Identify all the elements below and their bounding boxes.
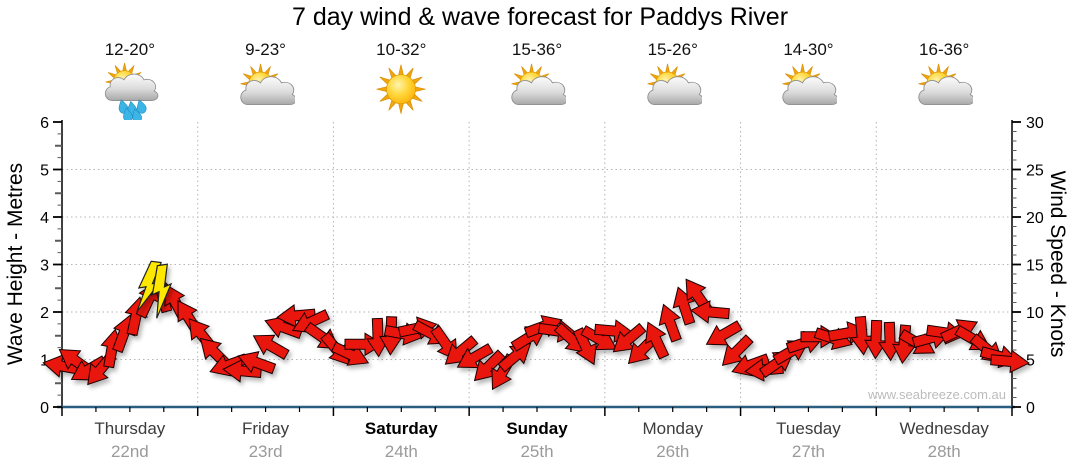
- day-label-monday: Monday 26th: [605, 420, 741, 462]
- wind-arrow-series: [42, 273, 1030, 391]
- wind-arrow: [237, 351, 277, 375]
- temp-range: 15-26°: [647, 40, 698, 59]
- wind-arrow: [252, 334, 290, 360]
- day-label-saturday: Saturday 24th: [333, 420, 469, 462]
- svg-text:25: 25: [1026, 163, 1044, 180]
- day-label-wednesday: Wednesday 28th: [876, 420, 1012, 462]
- day-forecast-friday: 9-23°: [198, 40, 334, 120]
- partly-cloudy-icon: [239, 63, 295, 106]
- day-name: Saturday: [364, 419, 438, 438]
- showers-icon: [104, 62, 159, 120]
- day-name: Tuesday: [776, 419, 841, 438]
- day-label-friday: Friday 23rd: [198, 420, 334, 462]
- day-forecast-wednesday: 16-36°: [876, 40, 1012, 120]
- day-date: 24th: [384, 442, 418, 461]
- svg-text:3: 3: [40, 258, 49, 275]
- svg-text:0: 0: [1026, 400, 1035, 417]
- svg-text:4: 4: [40, 210, 49, 227]
- chart-title: 7 day wind & wave forecast for Paddys Ri…: [291, 3, 789, 31]
- temp-range: 9-23°: [245, 40, 286, 59]
- right-axis-title: Wind Speed - Knots: [1046, 170, 1069, 358]
- day-date: 23rd: [248, 442, 283, 461]
- day-date: 25th: [520, 442, 554, 461]
- lightning-annotations: [136, 260, 173, 319]
- lightning-bolt-icon: [151, 263, 173, 319]
- wind-arrow: [276, 303, 316, 328]
- partly-cloudy-icon: [647, 63, 702, 106]
- day-forecast-monday: 15-26°: [605, 40, 741, 120]
- day-forecast-sunday: 15-36°: [469, 40, 605, 120]
- gridlines: [62, 122, 1012, 407]
- svg-text:10: 10: [1026, 305, 1044, 322]
- svg-text:30: 30: [1026, 115, 1044, 132]
- day-forecast-thursday: 12-20°: [62, 40, 198, 120]
- partly-cloudy-icon: [782, 63, 838, 106]
- temp-range: 12-20°: [104, 40, 155, 59]
- day-headers: 12-20° 9-23° 10-32° 15-36° 15-26° 14-30° 16-36…: [62, 40, 1012, 120]
- day-name: Friday: [241, 419, 290, 438]
- day-footers: Thursday 22nd Friday 23rd Saturday 24th Sunday…: [62, 420, 1012, 462]
- wind-arrow: [690, 300, 730, 324]
- partly-cloudy-icon: [918, 63, 974, 106]
- wind-arrow: [990, 349, 1030, 374]
- svg-text:2: 2: [40, 305, 49, 322]
- day-name: Wednesday: [899, 419, 989, 438]
- day-date: 28th: [927, 442, 961, 461]
- day-forecast-saturday: 10-32°: [333, 40, 469, 120]
- svg-text:20: 20: [1026, 210, 1044, 227]
- wind-arrow: [721, 334, 754, 367]
- wind-arrow: [612, 322, 647, 353]
- day-label-sunday: Sunday 25th: [469, 420, 605, 462]
- temp-range: 14-30°: [783, 40, 834, 59]
- day-name: Sunday: [506, 419, 568, 438]
- axes: 0 1 2 3 4 5 6 0 5 10 15 20 25 30: [40, 115, 1044, 417]
- day-date: 27th: [791, 442, 825, 461]
- wind-arrow: [473, 349, 506, 382]
- wind-arrow: [672, 286, 696, 326]
- day-forecast-tuesday: 14-30°: [741, 40, 877, 120]
- wind-arrow: [572, 327, 597, 366]
- wind-arrow: [645, 321, 670, 360]
- svg-text:1: 1: [40, 353, 49, 370]
- day-name: Thursday: [94, 419, 166, 438]
- day-label-thursday: Thursday 22nd: [62, 420, 198, 462]
- temp-range: 15-36°: [511, 40, 563, 59]
- svg-text:6: 6: [40, 115, 49, 132]
- day-name: Monday: [642, 419, 703, 438]
- day-date: 26th: [656, 442, 690, 461]
- watermark: www.seabreeze.com.au: [867, 387, 1006, 402]
- svg-text:5: 5: [1026, 353, 1035, 370]
- temp-range: 16-36°: [919, 40, 970, 59]
- svg-text:5: 5: [40, 163, 49, 180]
- partly-cloudy-icon: [511, 63, 567, 106]
- wind-arrow: [456, 343, 494, 369]
- wind-arrow: [705, 320, 743, 346]
- wind-arrow: [878, 321, 902, 362]
- svg-text:0: 0: [40, 400, 49, 417]
- left-axis-title: Wave Height - Metres: [4, 162, 27, 366]
- day-label-tuesday: Tuesday 27th: [741, 420, 877, 462]
- wind-arrow: [658, 303, 682, 343]
- wind-arrow: [864, 319, 888, 360]
- wind-arrow: [497, 342, 532, 373]
- day-date: 22nd: [110, 442, 149, 461]
- sunny-icon: [376, 64, 426, 114]
- temp-range: 10-32°: [376, 40, 427, 59]
- svg-text:15: 15: [1026, 258, 1044, 275]
